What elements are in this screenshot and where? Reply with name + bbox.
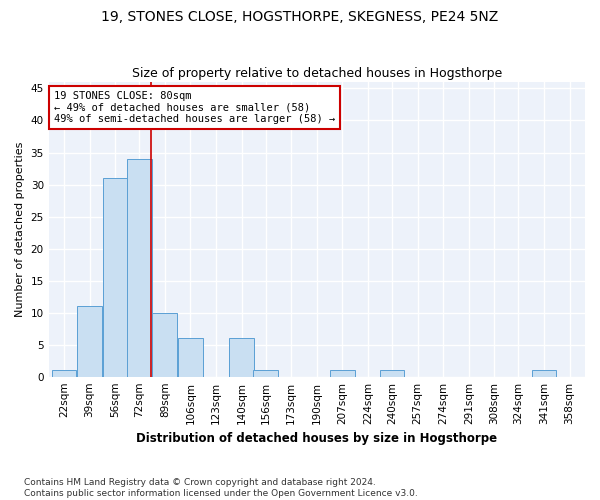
Bar (229, 338, 254, 376)
Bar (103, 178, 128, 376)
Bar (532, 370, 556, 376)
Bar (127, 159, 152, 376)
Bar (52, 370, 76, 376)
Bar (253, 370, 278, 376)
Y-axis label: Number of detached properties: Number of detached properties (15, 142, 25, 317)
Text: Contains HM Land Registry data © Crown copyright and database right 2024.
Contai: Contains HM Land Registry data © Crown c… (24, 478, 418, 498)
Text: 19, STONES CLOSE, HOGSTHORPE, SKEGNESS, PE24 5NZ: 19, STONES CLOSE, HOGSTHORPE, SKEGNESS, … (101, 10, 499, 24)
Bar (77, 306, 102, 376)
Title: Size of property relative to detached houses in Hogsthorpe: Size of property relative to detached ho… (132, 66, 502, 80)
Bar (178, 338, 203, 376)
Bar (380, 370, 404, 376)
Bar (330, 370, 355, 376)
Bar (152, 312, 177, 376)
X-axis label: Distribution of detached houses by size in Hogsthorpe: Distribution of detached houses by size … (136, 432, 497, 445)
Text: 19 STONES CLOSE: 80sqm
← 49% of detached houses are smaller (58)
49% of semi-det: 19 STONES CLOSE: 80sqm ← 49% of detached… (54, 91, 335, 124)
